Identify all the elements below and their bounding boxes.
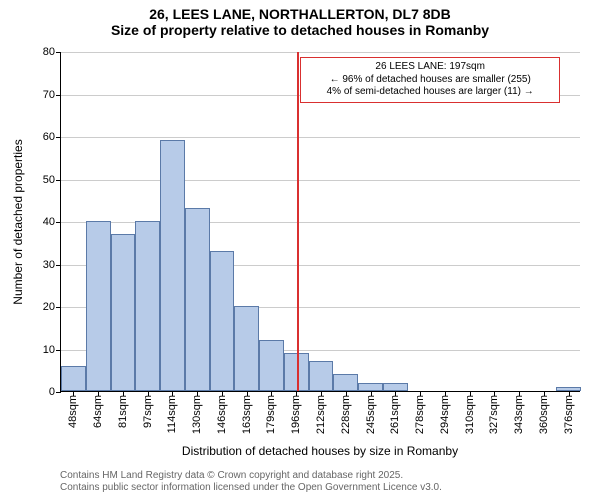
footer-line2: Contains public sector information licen… xyxy=(60,482,442,494)
xtick-label: 294sqm xyxy=(439,395,451,434)
y-axis-label: Number of detached properties xyxy=(11,139,25,304)
histogram-bar xyxy=(111,234,136,391)
footer-attribution: Contains HM Land Registry data © Crown c… xyxy=(60,470,442,494)
xtick-label: 114sqm xyxy=(166,395,178,433)
gridline xyxy=(61,180,580,181)
histogram-bar xyxy=(234,306,259,391)
annotation-box: 26 LEES LANE: 197sqm← 96% of detached ho… xyxy=(300,57,560,103)
xtick-label: 228sqm xyxy=(340,395,352,434)
gridline xyxy=(61,137,580,138)
xtick-label: 163sqm xyxy=(241,395,253,434)
ytick-label: 70 xyxy=(43,89,61,101)
ytick-label: 80 xyxy=(43,46,61,58)
xtick-label: 97sqm xyxy=(142,395,154,428)
ytick-label: 40 xyxy=(43,216,61,228)
histogram-bar xyxy=(383,383,408,392)
ytick-label: 60 xyxy=(43,131,61,143)
chart-title-line2: Size of property relative to detached ho… xyxy=(0,22,600,38)
xtick-label: 212sqm xyxy=(315,395,327,434)
histogram-bar xyxy=(135,221,160,391)
xtick-label: 48sqm xyxy=(67,395,79,428)
xtick-label: 360sqm xyxy=(538,395,550,434)
chart-container: 26, LEES LANE, NORTHALLERTON, DL7 8DB Si… xyxy=(0,0,600,500)
chart-title-block: 26, LEES LANE, NORTHALLERTON, DL7 8DB Si… xyxy=(0,6,600,38)
xtick-label: 310sqm xyxy=(464,395,476,434)
xtick-label: 146sqm xyxy=(216,395,228,434)
xtick-label: 179sqm xyxy=(265,395,277,434)
histogram-bar xyxy=(185,208,210,391)
histogram-bar xyxy=(333,374,358,391)
plot-area: 0102030405060708048sqm64sqm81sqm97sqm114… xyxy=(60,52,580,392)
annotation-line: 4% of semi-detached houses are larger (1… xyxy=(307,86,553,99)
histogram-bar xyxy=(259,340,284,391)
ytick-label: 10 xyxy=(43,344,61,356)
xtick-label: 327sqm xyxy=(488,395,500,434)
histogram-bar xyxy=(61,366,86,392)
ytick-label: 50 xyxy=(43,174,61,186)
histogram-bar xyxy=(160,140,185,391)
xtick-label: 64sqm xyxy=(92,395,104,428)
gridline xyxy=(61,52,580,53)
annotation-line: 26 LEES LANE: 197sqm xyxy=(307,61,553,74)
xtick-label: 196sqm xyxy=(290,395,302,434)
xtick-label: 343sqm xyxy=(513,395,525,434)
ytick-label: 0 xyxy=(49,386,61,398)
histogram-bar xyxy=(309,361,334,391)
xtick-label: 376sqm xyxy=(563,395,575,434)
x-axis-label: Distribution of detached houses by size … xyxy=(182,444,458,458)
footer-line1: Contains HM Land Registry data © Crown c… xyxy=(60,470,442,482)
xtick-label: 81sqm xyxy=(117,395,129,428)
annotation-line: ← 96% of detached houses are smaller (25… xyxy=(307,74,553,87)
ytick-label: 20 xyxy=(43,301,61,313)
xtick-label: 261sqm xyxy=(389,395,401,434)
histogram-bar xyxy=(86,221,111,391)
histogram-bar xyxy=(358,383,383,392)
xtick-label: 245sqm xyxy=(365,395,377,434)
xtick-label: 278sqm xyxy=(414,395,426,434)
chart-title-line1: 26, LEES LANE, NORTHALLERTON, DL7 8DB xyxy=(0,6,600,22)
histogram-bar xyxy=(210,251,235,391)
ytick-label: 30 xyxy=(43,259,61,271)
reference-line xyxy=(297,52,299,391)
xtick-label: 130sqm xyxy=(191,395,203,434)
